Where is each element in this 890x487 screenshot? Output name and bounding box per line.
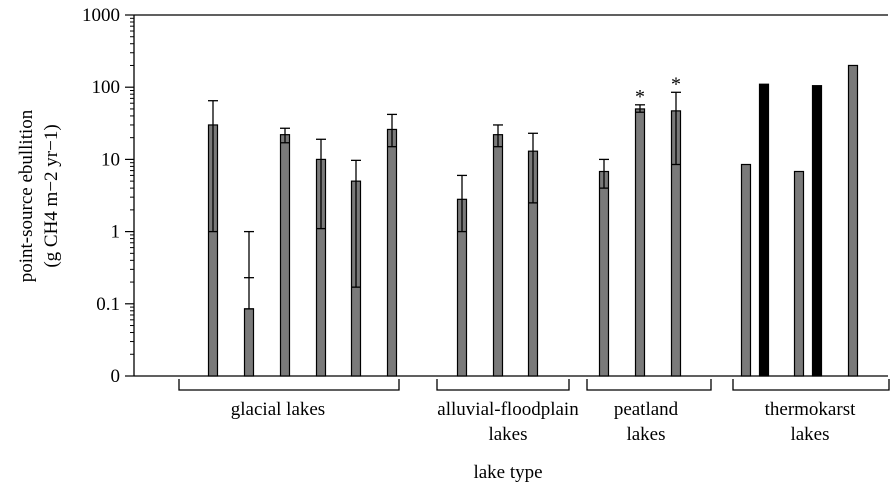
- group-label: thermokarst: [765, 399, 856, 420]
- bar: [758, 83, 770, 377]
- y-tick-label: 100: [92, 77, 121, 98]
- group-brackets: [178, 379, 890, 391]
- significance-marker: *: [671, 73, 681, 95]
- bar: [740, 163, 752, 377]
- bar: [386, 128, 398, 377]
- y-axis: 0 0.1 1 10 100 1000: [82, 5, 135, 387]
- bar: [811, 85, 823, 377]
- group-bracket: [178, 379, 400, 391]
- y-axis-title-line2: (g CH4 m−2 yr−1): [41, 124, 62, 267]
- bar: [279, 134, 291, 377]
- bar: [793, 170, 805, 377]
- bars: **: [207, 64, 859, 377]
- group-label: alluvial-floodplain: [437, 399, 579, 420]
- y-tick-label: 1: [111, 222, 121, 243]
- y-tick-label: 1000: [82, 5, 120, 26]
- group-label: lakes: [626, 424, 665, 445]
- group-bracket: [586, 379, 712, 391]
- group-bracket: [436, 379, 570, 391]
- y-axis-title-units: (g CH4 m−2 yr−1): [41, 124, 62, 267]
- group-bracket: [732, 379, 890, 391]
- y-tick-label: 10: [101, 149, 120, 170]
- y-axis-title: point-source ebullition: [16, 109, 37, 282]
- group-label: lakes: [488, 424, 527, 445]
- bar: [634, 108, 646, 377]
- y-axis-title-line1: point-source ebullition: [16, 109, 37, 282]
- y-tick-label: 0: [111, 366, 121, 387]
- group-label: peatland: [614, 399, 679, 420]
- bar: [598, 170, 610, 377]
- group-label: lakes: [790, 424, 829, 445]
- significance-marker: *: [635, 86, 645, 108]
- group-labels: glacial lakes alluvial-floodplain lakes pea…: [231, 399, 856, 445]
- bar: [492, 134, 504, 377]
- x-axis-title: lake type: [473, 462, 542, 483]
- bar: [243, 308, 255, 377]
- group-label: glacial lakes: [231, 399, 325, 420]
- y-tick-label: 0.1: [96, 294, 120, 315]
- bar: [847, 64, 859, 377]
